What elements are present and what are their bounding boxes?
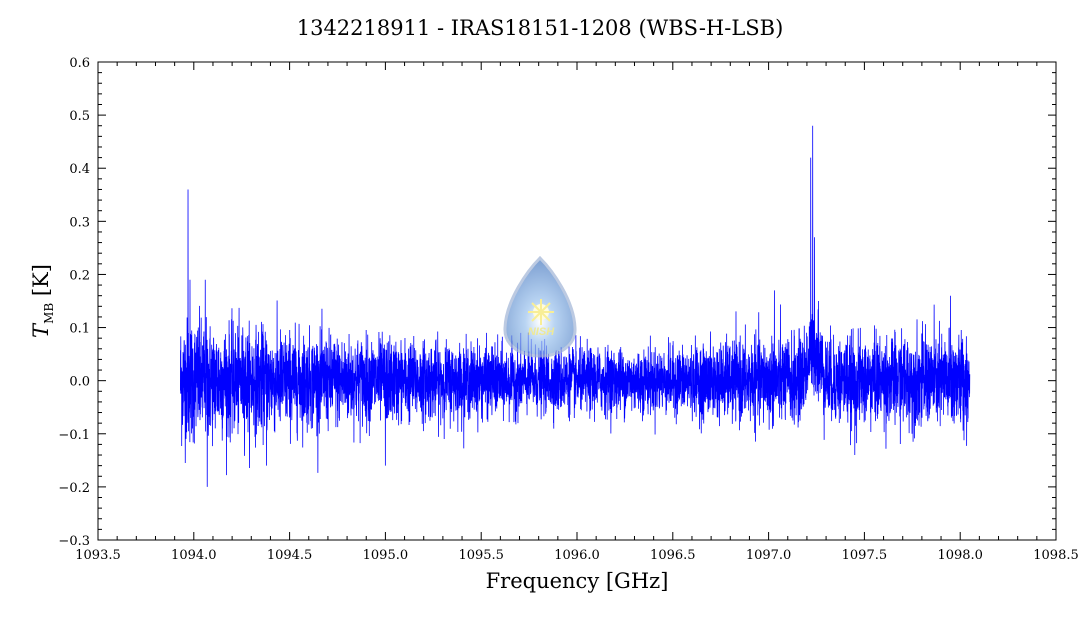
tick-labels: 1093.5 1094.0 1094.5 1095.0 1095.5 1096.0 1096… — [58, 56, 1078, 563]
y-axis-label-sub: MB — [42, 303, 56, 324]
x-tick-label: 1093.5 — [75, 548, 121, 563]
y-tick-label: −0.2 — [58, 481, 90, 496]
y-tick-label: 0.5 — [69, 109, 90, 124]
y-axis-label: TMB [K] — [29, 264, 56, 338]
y-tick-label: −0.1 — [58, 428, 90, 443]
watermark-text: NISH — [528, 326, 555, 338]
y-tick-label: 0.4 — [69, 162, 90, 177]
x-tick-label: 1098.5 — [1033, 548, 1079, 563]
y-tick-label: −0.3 — [58, 534, 90, 549]
svg-text:TMB [K]: TMB [K] — [29, 264, 56, 338]
x-tick-label: 1097.5 — [842, 548, 888, 563]
nish-watermark-logo: NISH — [503, 255, 577, 358]
y-axis-label-main: T — [29, 322, 53, 338]
y-tick-label: 0.6 — [69, 56, 90, 71]
x-tick-label: 1095.5 — [458, 548, 504, 563]
plot-frame — [97, 61, 1057, 541]
x-tick-label: 1098.0 — [937, 548, 983, 563]
x-tick-label: 1096.0 — [554, 548, 600, 563]
y-axis-label-unit: [K] — [29, 264, 53, 303]
x-tick-label: 1096.5 — [650, 548, 696, 563]
y-tick-label: 0.1 — [69, 322, 90, 337]
y-tick-label: 0.2 — [69, 268, 90, 283]
x-tick-label: 1094.5 — [267, 548, 313, 563]
spectrum-series-line — [179, 125, 971, 487]
x-tick-label: 1095.0 — [363, 548, 409, 563]
y-tick-label: 0.0 — [69, 375, 90, 390]
x-tick-label: 1094.0 — [171, 548, 217, 563]
x-axis-label: Frequency [GHz] — [486, 569, 669, 593]
chart-title: 1342218911 - IRAS18151-1208 (WBS-H-LSB) — [296, 16, 784, 40]
y-tick-label: 0.3 — [69, 215, 90, 230]
axis-ticks — [97, 61, 1057, 541]
x-tick-label: 1097.0 — [746, 548, 792, 563]
